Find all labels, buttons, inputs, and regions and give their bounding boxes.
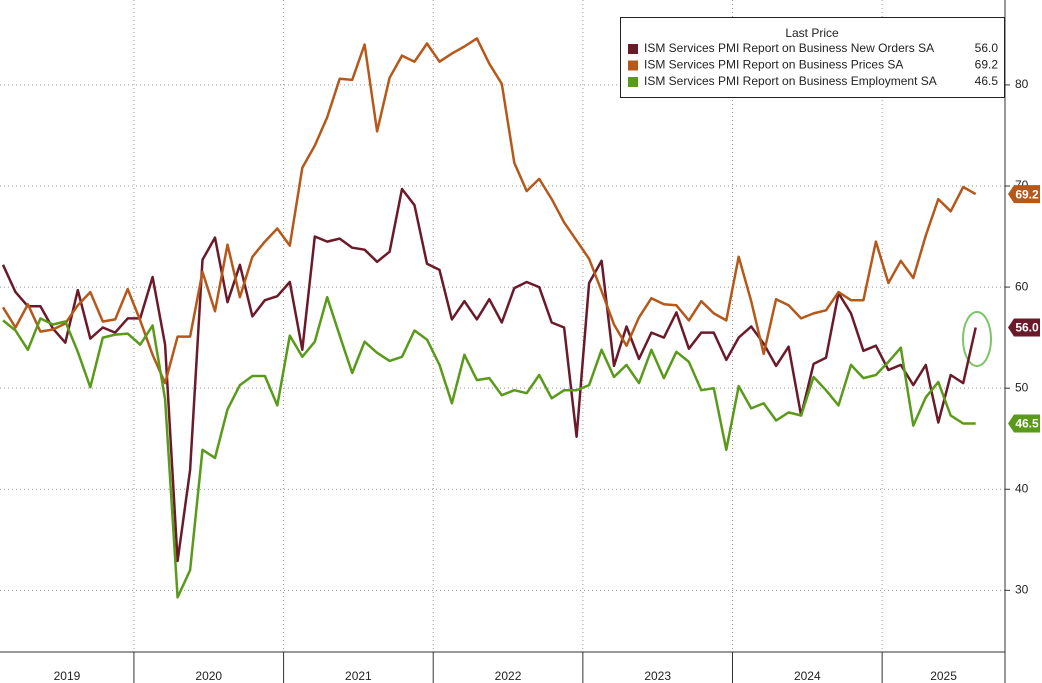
last-value-label: 69.2 bbox=[1015, 187, 1039, 201]
y-tick-label: 40 bbox=[1015, 481, 1029, 495]
last-value-badge: 56.0 bbox=[1008, 318, 1040, 337]
legend-swatch bbox=[628, 77, 638, 87]
x-tick-label: 2021 bbox=[345, 669, 372, 683]
x-tick-label: 2025 bbox=[930, 669, 957, 683]
x-tick-label: 2022 bbox=[495, 669, 522, 683]
badge-shape bbox=[1008, 414, 1040, 433]
y-tick-label: 80 bbox=[1015, 77, 1029, 91]
y-tick-label: 60 bbox=[1015, 279, 1029, 293]
x-tick-label: 2023 bbox=[644, 669, 671, 683]
highlight-ellipse bbox=[962, 311, 992, 367]
legend-title: Last Price bbox=[785, 26, 839, 40]
legend-label: ISM Services PMI Report on Business Pric… bbox=[644, 58, 903, 72]
x-tick-label: 2020 bbox=[195, 669, 222, 683]
legend-box bbox=[620, 17, 1005, 98]
series-line bbox=[2, 295, 976, 599]
last-value-label: 56.0 bbox=[1015, 321, 1039, 335]
badge-shape bbox=[1008, 318, 1040, 337]
legend-value: 69.2 bbox=[975, 58, 999, 72]
legend-label: ISM Services PMI Report on Business New … bbox=[644, 41, 934, 55]
last-value-label: 46.5 bbox=[1015, 417, 1039, 431]
last-value-badge: 69.2 bbox=[1008, 185, 1040, 204]
last-value-badge: 46.5 bbox=[1008, 414, 1040, 433]
x-tick-label: 2024 bbox=[794, 669, 821, 683]
badge-shape bbox=[1008, 185, 1040, 204]
legend-value: 56.0 bbox=[975, 41, 999, 55]
x-tick-label: 2019 bbox=[54, 669, 81, 683]
y-tick-label: 50 bbox=[1015, 380, 1029, 394]
series-line bbox=[1, 37, 977, 385]
legend-swatch bbox=[628, 44, 638, 54]
y-tick-label: 30 bbox=[1015, 583, 1029, 597]
series-line bbox=[1, 187, 977, 563]
legend-swatch bbox=[628, 60, 638, 71]
legend-label: ISM Services PMI Report on Business Empl… bbox=[644, 74, 937, 88]
legend-value: 46.5 bbox=[975, 74, 999, 88]
